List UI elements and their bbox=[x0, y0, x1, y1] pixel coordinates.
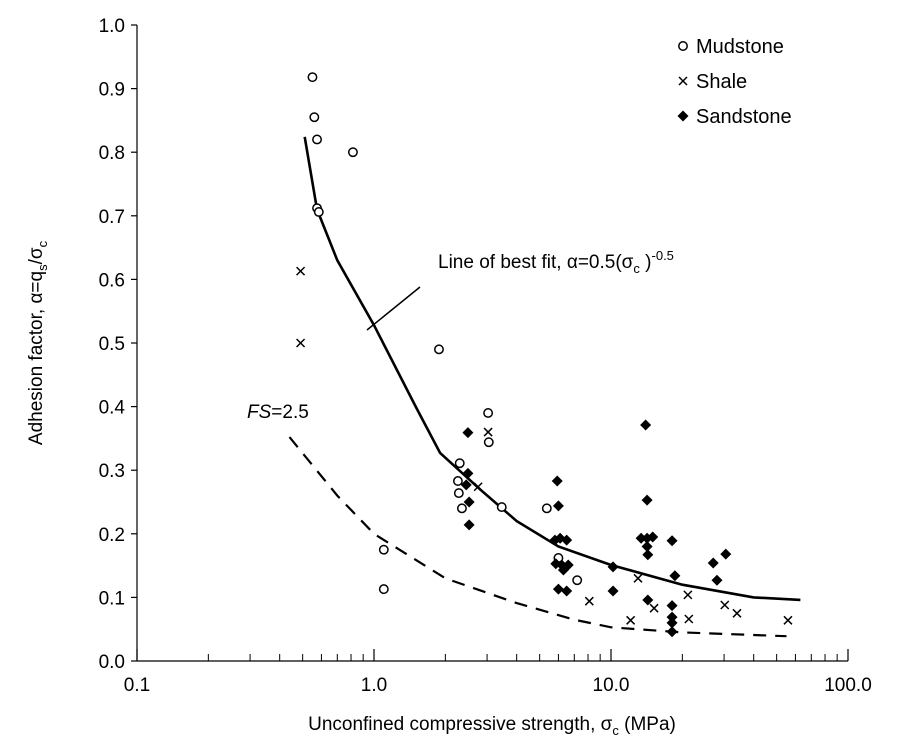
axis-label-part: Adhesion factor, α=q bbox=[26, 271, 47, 445]
sandstone-point bbox=[552, 500, 564, 512]
sandstone-point bbox=[641, 541, 653, 553]
sandstone-point bbox=[647, 531, 659, 543]
mudstone-point bbox=[452, 476, 463, 486]
axis-label-part: /σ bbox=[26, 247, 47, 264]
shale-point bbox=[296, 338, 306, 348]
axis-label-part: c bbox=[35, 240, 50, 247]
sandstone-point bbox=[552, 583, 564, 595]
axis-label-part: s bbox=[35, 264, 50, 271]
y-tick-label: 1.0 bbox=[99, 16, 125, 37]
sandstone-point bbox=[666, 611, 678, 623]
axis-label-part: Unconfined compressive strength, σ bbox=[308, 714, 613, 735]
shale-point bbox=[626, 615, 636, 625]
sandstone-point bbox=[720, 548, 732, 560]
mudstone-point bbox=[309, 112, 320, 123]
mudstone-point bbox=[572, 575, 583, 586]
sandstone-point bbox=[640, 419, 652, 431]
shale-point bbox=[720, 600, 730, 610]
mudstone-point bbox=[312, 134, 322, 145]
sandstone-point bbox=[463, 519, 475, 531]
y-tick-label: 0.9 bbox=[99, 80, 125, 101]
mudstone-point bbox=[496, 502, 507, 513]
sandstone-point bbox=[557, 564, 569, 576]
shale-point bbox=[483, 427, 493, 437]
mudstone-point bbox=[454, 458, 465, 469]
x-axis-label: Unconfined compressive strength, σc (MPa… bbox=[308, 714, 676, 738]
best-fit-leader-line bbox=[366, 286, 421, 331]
data-points bbox=[296, 72, 793, 638]
mudstone-point bbox=[483, 408, 494, 418]
mudstone-point bbox=[378, 584, 389, 595]
sandstone-point bbox=[666, 535, 678, 547]
sandstone-point bbox=[462, 427, 474, 439]
x-tick-label: 100.0 bbox=[824, 675, 872, 696]
mudstone-point bbox=[453, 488, 464, 499]
y-tick-label: 0.3 bbox=[99, 461, 125, 482]
mudstone-point bbox=[456, 503, 467, 514]
shale-point bbox=[296, 266, 306, 276]
y-tick-label: 0.7 bbox=[99, 207, 125, 228]
mudstone-point bbox=[313, 207, 324, 217]
sandstone-point bbox=[642, 594, 654, 606]
fs-label: FS=2.5 bbox=[247, 402, 309, 423]
legend-marker-mudstone bbox=[678, 41, 688, 51]
shale-point bbox=[473, 482, 483, 492]
sandstone-point bbox=[463, 496, 475, 508]
sandstone-point bbox=[635, 532, 647, 544]
sandstone-point bbox=[666, 626, 678, 638]
legend-label-sandstone: Sandstone bbox=[696, 106, 792, 128]
sandstone-point bbox=[666, 600, 678, 612]
axis-label-part: c bbox=[612, 723, 619, 738]
sandstone-point bbox=[561, 585, 573, 597]
y-tick-label: 0.1 bbox=[99, 588, 125, 609]
legend: Mudstone Shale Sandstone bbox=[677, 36, 792, 128]
y-tick-label: 0.5 bbox=[99, 334, 125, 355]
y-tick-label: 0.6 bbox=[99, 270, 125, 291]
y-tick-label: 0.8 bbox=[99, 143, 125, 164]
mudstone-point bbox=[483, 437, 494, 448]
legend-marker-sandstone bbox=[677, 110, 689, 122]
axis-label-part: (MPa) bbox=[619, 714, 676, 735]
shale-point bbox=[633, 573, 643, 583]
curves bbox=[288, 136, 801, 638]
legend-marker-shale bbox=[678, 76, 688, 86]
x-tick-label: 0.1 bbox=[124, 675, 150, 696]
y-tick-label: 0.4 bbox=[99, 398, 126, 419]
mudstone-point bbox=[541, 503, 552, 514]
best-fit-curve bbox=[303, 136, 801, 602]
shale-point bbox=[584, 596, 594, 606]
mudstone-point bbox=[347, 147, 358, 158]
best-fit-label: Line of best fit, α=0.5(σc )-0.5 bbox=[438, 248, 674, 276]
sandstone-point bbox=[707, 557, 719, 569]
sandstone-point bbox=[607, 561, 619, 573]
sandstone-point bbox=[641, 494, 653, 506]
legend-label-shale: Shale bbox=[696, 71, 747, 93]
shale-point bbox=[684, 614, 694, 624]
shale-point bbox=[649, 603, 659, 613]
y-tick-label: 0.2 bbox=[99, 525, 125, 546]
x-tick-label: 1.0 bbox=[361, 675, 387, 696]
fs-2.5-curve bbox=[288, 436, 787, 638]
sandstone-point bbox=[551, 475, 563, 487]
sandstone-point bbox=[711, 574, 723, 586]
mudstone-point bbox=[378, 544, 389, 555]
ticks: 0.00.10.20.30.40.50.60.70.80.91.00.1 1.0 1… bbox=[99, 16, 872, 696]
mudstone-point bbox=[307, 72, 318, 83]
sandstone-point bbox=[666, 617, 678, 629]
shale-point bbox=[783, 615, 793, 625]
legend-label-mudstone: Mudstone bbox=[696, 36, 784, 58]
shale-point bbox=[683, 590, 693, 600]
x-tick-label: 10.0 bbox=[593, 675, 630, 696]
y-axis-label: Adhesion factor, α=qs/σc bbox=[26, 240, 50, 445]
mudstone-point bbox=[434, 344, 444, 355]
sandstone-point bbox=[460, 479, 472, 491]
sandstone-point bbox=[462, 467, 474, 479]
y-tick-label: 0.0 bbox=[99, 652, 125, 673]
sandstone-point bbox=[607, 585, 619, 597]
sandstone-point bbox=[669, 570, 681, 582]
sandstone-point bbox=[642, 549, 654, 561]
sandstone-point bbox=[561, 534, 573, 546]
shale-point bbox=[732, 608, 742, 618]
